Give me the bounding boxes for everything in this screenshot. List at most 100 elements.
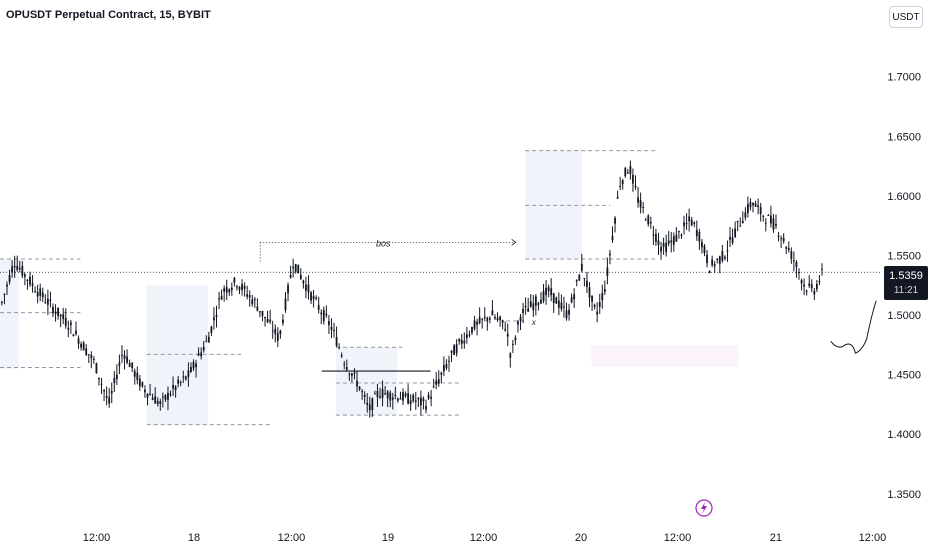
candle-body (678, 231, 680, 233)
candle-body (179, 381, 182, 383)
candle-body (363, 394, 366, 397)
candle-body (596, 311, 599, 315)
candle-body (437, 379, 440, 384)
candle-body (619, 185, 622, 188)
candle-body (373, 393, 376, 395)
candle-body (481, 318, 484, 320)
candle-body (494, 317, 496, 319)
candle-body (583, 278, 586, 280)
candle-body (13, 265, 16, 268)
candle-body (808, 283, 811, 286)
candle-body (138, 378, 141, 387)
candle-body (248, 295, 251, 298)
candle-body (634, 185, 637, 188)
candle-body (698, 232, 701, 242)
candle-body (266, 319, 269, 323)
candle-body (453, 345, 455, 355)
candle-body (146, 393, 149, 398)
candle-body (230, 287, 233, 291)
candle-body (570, 297, 573, 303)
candle-body (764, 222, 767, 224)
price-tag: 1.5359 11:21 (884, 266, 928, 300)
currency-button[interactable]: USDT (889, 6, 923, 28)
candle-body (800, 280, 803, 284)
y-tick-label: 1.6000 (887, 191, 921, 203)
candle-body (256, 306, 259, 311)
candle-body (246, 294, 249, 297)
candle-body (565, 310, 568, 319)
candle-body (49, 299, 52, 301)
candle-body (85, 348, 88, 355)
fvg-zone (591, 344, 739, 367)
chart-title: OPUSDT Perpetual Contract, 15, BYBIT (6, 9, 211, 21)
range-zone (335, 347, 398, 416)
candle-body (478, 317, 481, 324)
candle-body (598, 302, 601, 307)
candle-body (606, 267, 609, 277)
candle-body (67, 328, 70, 330)
candle-body (460, 339, 463, 344)
candle-body (333, 330, 335, 332)
candle-body (514, 337, 517, 341)
candle-body (172, 384, 174, 389)
candle-body (253, 299, 256, 301)
candle-body (747, 203, 749, 213)
candle-body (529, 301, 532, 307)
candle-body (62, 314, 65, 320)
candle-body (670, 240, 673, 243)
candle-body (379, 396, 381, 398)
candle-body (644, 219, 647, 221)
candle-body (527, 308, 530, 312)
candle-body (31, 283, 34, 286)
candle-body (353, 372, 356, 374)
candle-body (105, 396, 108, 399)
range-zone (0, 259, 19, 369)
candle-body (0, 301, 3, 303)
candle-body (427, 394, 430, 399)
candle-body (672, 236, 675, 245)
candle-body (167, 392, 169, 400)
candle-body (506, 333, 509, 337)
candle-body (624, 167, 627, 177)
candle-body (667, 240, 670, 244)
candle-body (419, 397, 422, 406)
candle-body (241, 284, 243, 291)
x-tick-label: 19 (382, 532, 394, 544)
candle-body (123, 355, 126, 359)
candle-body (601, 292, 604, 301)
candle-body (271, 330, 274, 332)
candle-body (621, 180, 624, 185)
candle-body (440, 372, 443, 375)
lightning-glyph (701, 502, 707, 514)
x-tick-label: 21 (770, 532, 782, 544)
candle-body (578, 275, 581, 281)
candle-body (381, 389, 384, 398)
candle-body (391, 397, 394, 400)
candle-body (182, 376, 185, 378)
candle-body (207, 336, 210, 343)
candle-body (6, 284, 8, 287)
candle-body (236, 286, 238, 288)
candle-body (629, 166, 632, 175)
candle-body (264, 316, 266, 319)
candle-body (665, 242, 668, 253)
candle-body (537, 303, 540, 306)
candle-body (455, 344, 458, 354)
candle-body (511, 343, 514, 345)
x-tick-label: 12:00 (664, 532, 692, 544)
candle-body (259, 311, 261, 313)
candle-body (716, 259, 719, 261)
candle-body (287, 284, 289, 294)
candle-body (299, 274, 302, 279)
bos-label: bos (376, 238, 391, 248)
candle-body (465, 334, 468, 338)
candle-body (417, 398, 420, 400)
candle-body (103, 390, 105, 392)
candle-body (404, 393, 407, 397)
x-tick-label: 20 (575, 532, 587, 544)
candle-body (524, 306, 527, 308)
candle-body (445, 363, 448, 369)
candle-body (545, 287, 547, 296)
